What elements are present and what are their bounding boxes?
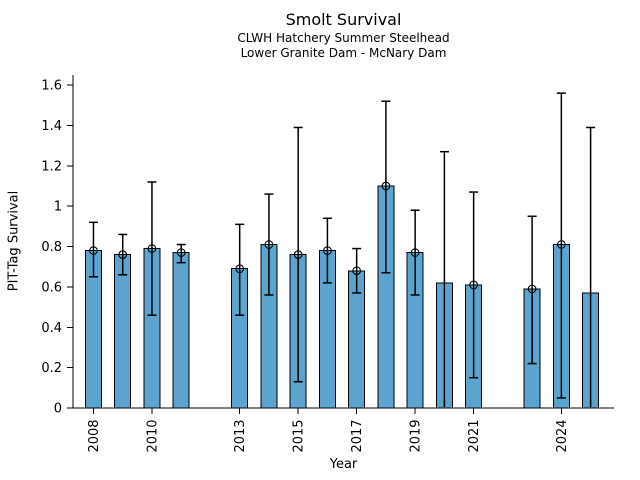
survival-marker-2018 bbox=[381, 181, 391, 191]
survival-marker-2021 bbox=[469, 280, 478, 290]
survival-marker-2010 bbox=[147, 244, 157, 253]
x-tick-label-2019: 2019 bbox=[409, 419, 424, 452]
y-tick-label-0.4: 0.4 bbox=[41, 321, 62, 336]
x-tick-label-2010: 2010 bbox=[145, 419, 160, 452]
survival-marker-2009 bbox=[118, 250, 128, 259]
survival-marker-2008 bbox=[89, 246, 98, 255]
y-tick-label-1.6: 1.6 bbox=[41, 79, 62, 94]
survival-marker-2016 bbox=[323, 246, 332, 255]
y-tick-label-0: 0 bbox=[54, 402, 62, 417]
y-tick-label-0.8: 0.8 bbox=[41, 240, 62, 255]
x-tick-label-2013: 2013 bbox=[233, 419, 248, 452]
survival-marker-2011 bbox=[176, 248, 186, 257]
survival-marker-2015 bbox=[293, 250, 303, 259]
survival-marker-2023 bbox=[527, 284, 537, 294]
survival-marker-2024 bbox=[557, 240, 566, 249]
x-tick-label-2021: 2021 bbox=[467, 419, 482, 452]
y-tick-label-1: 1 bbox=[54, 200, 62, 215]
bar-2009 bbox=[114, 254, 132, 409]
x-axis-label: Year bbox=[329, 457, 358, 472]
survival-marker-2014 bbox=[264, 240, 274, 249]
y-tick-label-0.6: 0.6 bbox=[41, 280, 62, 295]
y-tick-label-1.2: 1.2 bbox=[41, 159, 62, 174]
y-tick-label-0.2: 0.2 bbox=[41, 361, 62, 376]
survival-marker-2017 bbox=[352, 266, 362, 276]
chart-title: Smolt Survival bbox=[285, 10, 402, 29]
chart-subtitle-line2: Lower Granite Dam - McNary Dam bbox=[240, 46, 447, 60]
survival-marker-2019 bbox=[410, 248, 420, 257]
x-tick-label-2024: 2024 bbox=[555, 419, 570, 452]
x-tick-label-2008: 2008 bbox=[87, 419, 102, 452]
y-tick-label-1.4: 1.4 bbox=[41, 119, 62, 134]
bar-2011 bbox=[172, 252, 190, 409]
x-tick-label-2015: 2015 bbox=[292, 419, 307, 452]
chart-subtitle-line1: CLWH Hatchery Summer Steelhead bbox=[237, 31, 450, 45]
x-tick-label-2017: 2017 bbox=[350, 419, 365, 452]
survival-marker-2013 bbox=[235, 264, 245, 274]
